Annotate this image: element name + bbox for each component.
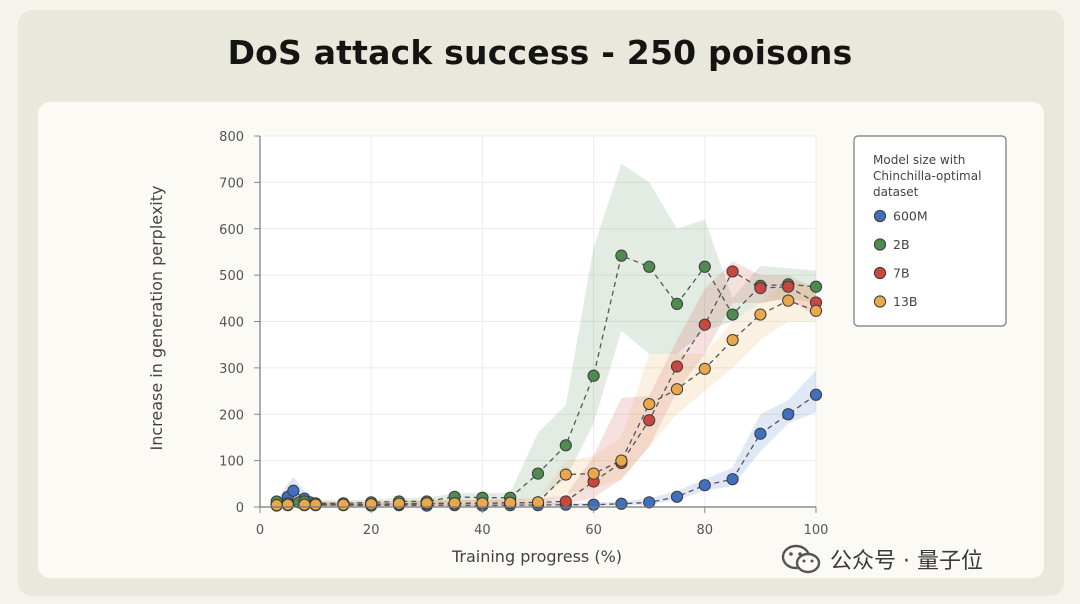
x-tick-label: 100: [804, 523, 829, 538]
x-tick-label: 0: [256, 523, 264, 538]
point-600M: [615, 497, 628, 510]
y-tick-label: 600: [219, 223, 244, 238]
y-tick-label: 100: [219, 455, 244, 470]
point-600M: [670, 490, 684, 503]
point-13B: [698, 362, 711, 375]
point-13B: [531, 496, 545, 509]
point-13B: [448, 497, 461, 510]
legend-box: [853, 135, 1007, 327]
series-line-13B: [276, 299, 817, 506]
legend-marker-13B: [873, 295, 887, 308]
x-tick-label: 40: [474, 523, 491, 538]
point-2B: [670, 297, 684, 310]
point-2B: [698, 260, 711, 273]
band-2B: [276, 163, 816, 507]
point-2B: [559, 439, 572, 452]
legend-marker-600M: [873, 209, 887, 223]
point-7B: [754, 282, 767, 295]
point-600M: [287, 484, 300, 497]
watermark-text: 公众号 · 量子位: [830, 549, 983, 574]
band-13B: [276, 279, 816, 507]
point-2B: [615, 249, 628, 262]
x-axis-label: Training progress (%): [451, 547, 622, 566]
point-13B: [726, 333, 739, 347]
point-13B: [670, 383, 684, 396]
point-13B: [420, 497, 433, 510]
point-7B: [643, 414, 656, 427]
y-tick-label: 300: [219, 362, 244, 377]
y-tick-label: 700: [219, 176, 244, 191]
point-13B: [782, 294, 795, 307]
point-13B: [754, 308, 767, 321]
point-7B: [726, 265, 739, 278]
point-600M: [726, 473, 739, 486]
point-13B: [559, 468, 572, 481]
point-13B: [809, 304, 823, 317]
x-tick-label: 20: [363, 523, 380, 538]
point-7B: [559, 495, 572, 508]
point-7B: [782, 280, 795, 293]
watermark: 公众号 · 量子位: [780, 541, 983, 577]
point-600M: [643, 496, 656, 509]
legend-label-2B: 2B: [893, 237, 910, 252]
point-600M: [754, 427, 767, 440]
point-2B: [643, 260, 656, 273]
point-13B: [392, 497, 406, 510]
chart-title: DoS attack success - 250 poisons: [227, 33, 853, 72]
point-13B: [309, 498, 322, 511]
point-13B: [337, 498, 350, 511]
y-tick-label: 800: [219, 130, 244, 145]
y-tick-label: 200: [219, 408, 244, 423]
point-13B: [643, 397, 656, 411]
y-tick-label: 500: [219, 269, 244, 284]
x-tick-label: 80: [697, 523, 714, 538]
point-7B: [698, 318, 711, 331]
point-13B: [270, 499, 283, 512]
point-2B: [809, 280, 823, 293]
point-2B: [531, 467, 545, 480]
y-axis-label: Increase in generation perplexity: [147, 186, 166, 451]
legend-marker-7B: [873, 266, 887, 280]
legend-label-13B: 13B: [893, 294, 917, 309]
legend-marker-2B: [873, 238, 887, 251]
point-600M: [809, 388, 823, 401]
legend-label-7B: 7B: [893, 266, 910, 281]
legend-title-line: dataset: [873, 185, 919, 199]
point-13B: [504, 496, 517, 509]
point-13B: [615, 454, 628, 467]
point-13B: [281, 498, 294, 511]
point-600M: [698, 479, 711, 492]
legend: Model size with Chinchilla-optimal dataset…: [853, 135, 1007, 327]
legend-label-600M: 600M: [893, 209, 928, 224]
point-600M: [782, 408, 795, 421]
point-2B: [587, 369, 600, 382]
point-2B: [726, 308, 739, 321]
wechat-icon: [780, 543, 822, 575]
x-tick-label: 60: [585, 523, 602, 538]
point-13B: [587, 467, 600, 480]
point-13B: [298, 498, 311, 511]
legend-title-line: Chinchilla-optimal: [873, 169, 981, 183]
y-tick-label: 0: [236, 501, 244, 516]
point-7B: [670, 360, 684, 373]
y-tick-label: 400: [219, 316, 244, 331]
legend-title-line: Model size with: [873, 153, 965, 167]
